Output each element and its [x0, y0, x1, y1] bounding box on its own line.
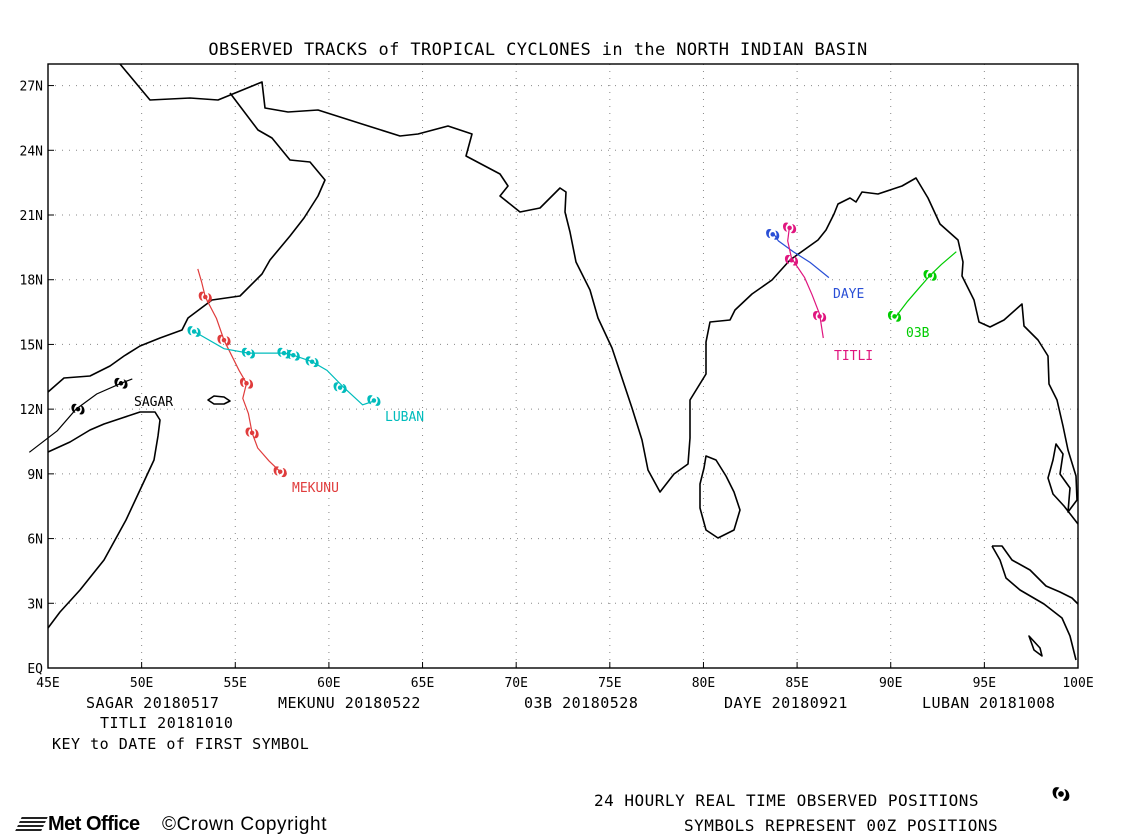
cyclone-position-icon-03b: [923, 270, 937, 281]
cyclone-position-icon-daye: [766, 229, 780, 240]
cyclone-position-icon-mekunu: [245, 427, 259, 439]
track-line-luban: [193, 330, 376, 406]
footer-line-positions: 24 HOURLY REAL TIME OBSERVED POSITIONS: [594, 791, 980, 810]
cyclone-position-icon-luban: [305, 356, 319, 368]
cyclone-tracks: [28, 222, 957, 478]
lon-tick-label: 45E: [36, 676, 59, 691]
lat-tick-label: 24N: [20, 144, 43, 159]
cyclone-position-icon-titli: [813, 311, 827, 322]
met-office-logo-icon: [14, 816, 48, 833]
cyclone-position-icon-sagar: [71, 403, 85, 415]
cyclone-position-icon-sagar: [114, 377, 128, 389]
storm-label-luban: LUBAN: [385, 410, 424, 425]
map-title: OBSERVED TRACKS of TROPICAL CYCLONES in …: [208, 40, 867, 60]
lon-tick-label: 85E: [785, 676, 808, 691]
lon-tick-label: 95E: [973, 676, 996, 691]
key-luban: LUBAN 20181008: [922, 694, 1056, 712]
storm-label-sagar: SAGAR: [134, 395, 173, 410]
lat-tick-label: 18N: [20, 274, 43, 289]
lon-tick-label: 100E: [1062, 676, 1093, 691]
lon-tick-label: 65E: [411, 676, 434, 691]
key-titli: TITLI 20181010: [100, 714, 234, 732]
lat-tick-label: 3N: [27, 597, 43, 612]
lat-tick-label: 9N: [27, 468, 43, 483]
lon-tick-label: 70E: [504, 676, 527, 691]
met-office-logo-text: Met Office: [48, 813, 140, 835]
key-mekunu: MEKUNU 20180522: [278, 694, 421, 712]
storm-label-daye: DAYE: [833, 287, 864, 302]
cyclone-position-icon-mekunu: [198, 291, 212, 303]
cyclone-position-icon-mekunu: [239, 377, 254, 389]
axis-tick-labels: 45E 50E 55E 60E 65E 70E 75E 80E 85E 90E 95E 100E EQ 3…: [20, 80, 1094, 691]
cyclone-position-icon-luban: [277, 347, 291, 359]
lon-tick-label: 60E: [317, 676, 340, 691]
cyclone-position-icon-luban: [333, 382, 347, 393]
storm-label-03b: 03B: [906, 326, 930, 341]
lat-tick-label: 21N: [20, 209, 43, 224]
lon-tick-label: 55E: [224, 676, 247, 691]
cyclone-position-icon-mekunu: [273, 466, 287, 478]
cyclone-position-icon-titli: [783, 222, 797, 234]
lat-tick-label: 6N: [27, 533, 43, 548]
cyclone-position-icon-mekunu: [217, 334, 231, 346]
key-note: KEY to DATE of FIRST SYMBOL: [52, 735, 310, 753]
key-03b: 03B 20180528: [524, 694, 639, 712]
track-line-03b: [894, 251, 957, 319]
cyclone-position-icon-titli: [784, 254, 799, 266]
footer-line-symbols: SYMBOLS REPRESENT 00Z POSITIONS: [684, 816, 999, 835]
lat-tick-label: 12N: [20, 403, 43, 418]
coastlines: [47, 63, 1079, 661]
map-frame: [47, 63, 1079, 669]
lat-tick-label: EQ: [27, 662, 43, 677]
cyclone-position-icon-03b: [887, 311, 902, 322]
lon-tick-label: 90E: [879, 676, 902, 691]
track-line-sagar: [28, 378, 133, 453]
key-sagar: SAGAR 20180517: [86, 694, 220, 712]
crown-copyright: ©Crown Copyright: [162, 814, 328, 835]
graticule: [48, 64, 1078, 668]
met-office-logo: Met Office: [14, 813, 140, 836]
lon-tick-label: 75E: [598, 676, 621, 691]
storm-label-titli: TITLI: [834, 349, 873, 364]
cyclone-position-icon-luban: [241, 347, 255, 359]
cyclone-position-icon-luban: [187, 326, 201, 337]
lon-tick-label: 80E: [692, 676, 715, 691]
lat-tick-label: 27N: [20, 80, 43, 95]
track-line-titli: [787, 225, 824, 339]
storm-label-mekunu: MEKUNU: [292, 481, 339, 496]
cyclone-position-icon-luban: [367, 395, 381, 406]
key-daye: DAYE 20180921: [724, 694, 848, 712]
lat-tick-label: 15N: [20, 338, 43, 353]
lon-tick-label: 50E: [130, 676, 153, 691]
cyclone-symbol-icon: [1052, 787, 1070, 801]
